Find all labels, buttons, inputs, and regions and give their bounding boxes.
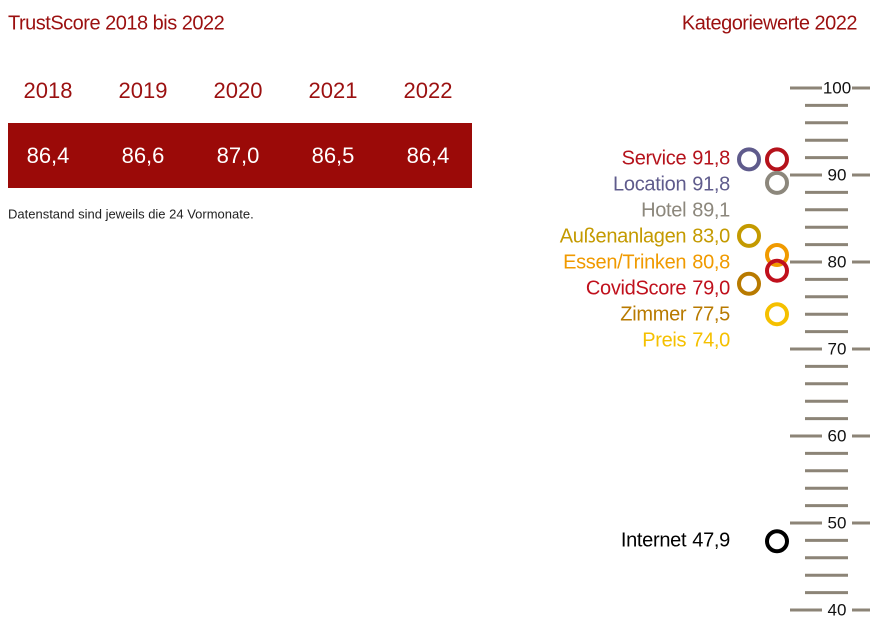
score: 86,4: [407, 143, 450, 168]
year: 2018: [24, 78, 73, 103]
marker: [765, 243, 789, 268]
year: 2022: [404, 78, 453, 103]
category-label: Preis 74,0: [642, 330, 730, 352]
value-label: 47,9: [692, 530, 730, 552]
year: 2020: [214, 78, 263, 103]
category-name: Zimmer: [620, 304, 687, 326]
y-tick-label: 80: [828, 252, 847, 271]
tick-label-bg: [822, 601, 852, 618]
title: TrustScore 2018 bis 2022: [8, 12, 225, 34]
marker: [765, 147, 789, 172]
category-label: Location 91,8: [613, 174, 730, 196]
value-label: 74,0: [692, 330, 730, 352]
value-label: 80,8: [692, 252, 730, 274]
chart-title: Kategoriewerte 2022: [682, 12, 857, 34]
tick-label-bg: [822, 427, 852, 445]
category-name: Preis: [642, 330, 686, 352]
category-name: Service: [622, 148, 687, 170]
marker: [765, 302, 789, 327]
category-name: Außenanlagen: [560, 226, 687, 248]
value-label: 89,1: [692, 200, 730, 222]
y-tick-label: 40: [828, 600, 847, 618]
note: Datenstand sind jeweils die 24 Vormonate…: [8, 206, 254, 221]
y-tick-label: 100: [823, 78, 851, 97]
value-label: 79,0: [692, 278, 730, 300]
tick-label-bg: [822, 514, 852, 532]
category-name: Location: [613, 174, 686, 196]
category-label: Außenanlagen 83,0: [560, 226, 730, 248]
marker: [737, 223, 761, 248]
y-tick-label: 60: [828, 426, 847, 445]
year: 2021: [309, 78, 358, 103]
marker: [765, 258, 789, 283]
marker: [737, 147, 761, 172]
y-tick-label: 90: [828, 165, 847, 184]
category-label: Essen/Trinken 80,8: [563, 252, 730, 274]
category-label: Service 91,8: [622, 148, 730, 170]
tick-label-bg: [822, 253, 852, 271]
category-label: CovidScore 79,0: [586, 278, 730, 300]
tick-label-bg: [822, 79, 852, 97]
score: 86,6: [122, 143, 165, 168]
score: 87,0: [217, 143, 260, 168]
y-tick-label: 50: [828, 513, 847, 532]
category-name: Essen/Trinken: [563, 252, 686, 274]
score: 86,4: [27, 143, 70, 168]
category-name: CovidScore: [586, 278, 687, 300]
value-label: 91,8: [692, 174, 730, 196]
category-label: Zimmer 77,5: [620, 304, 730, 326]
value-label: 77,5: [692, 304, 730, 326]
marker: [765, 170, 789, 195]
marker: [765, 529, 789, 554]
year: 2019: [119, 78, 168, 103]
marker: [737, 271, 761, 296]
category-label: Hotel 89,1: [641, 200, 730, 222]
tick-label-bg: [822, 166, 852, 184]
y-tick-label: 70: [828, 339, 847, 358]
category-name: Internet: [621, 530, 687, 552]
value-label: 91,8: [692, 148, 730, 170]
category-label: Internet 47,9: [621, 530, 730, 552]
value-label: 83,0: [692, 226, 730, 248]
tick-label-bg: [822, 340, 852, 358]
category-name: Hotel: [641, 200, 686, 222]
score: 86,5: [312, 143, 355, 168]
score-band: [8, 123, 472, 188]
